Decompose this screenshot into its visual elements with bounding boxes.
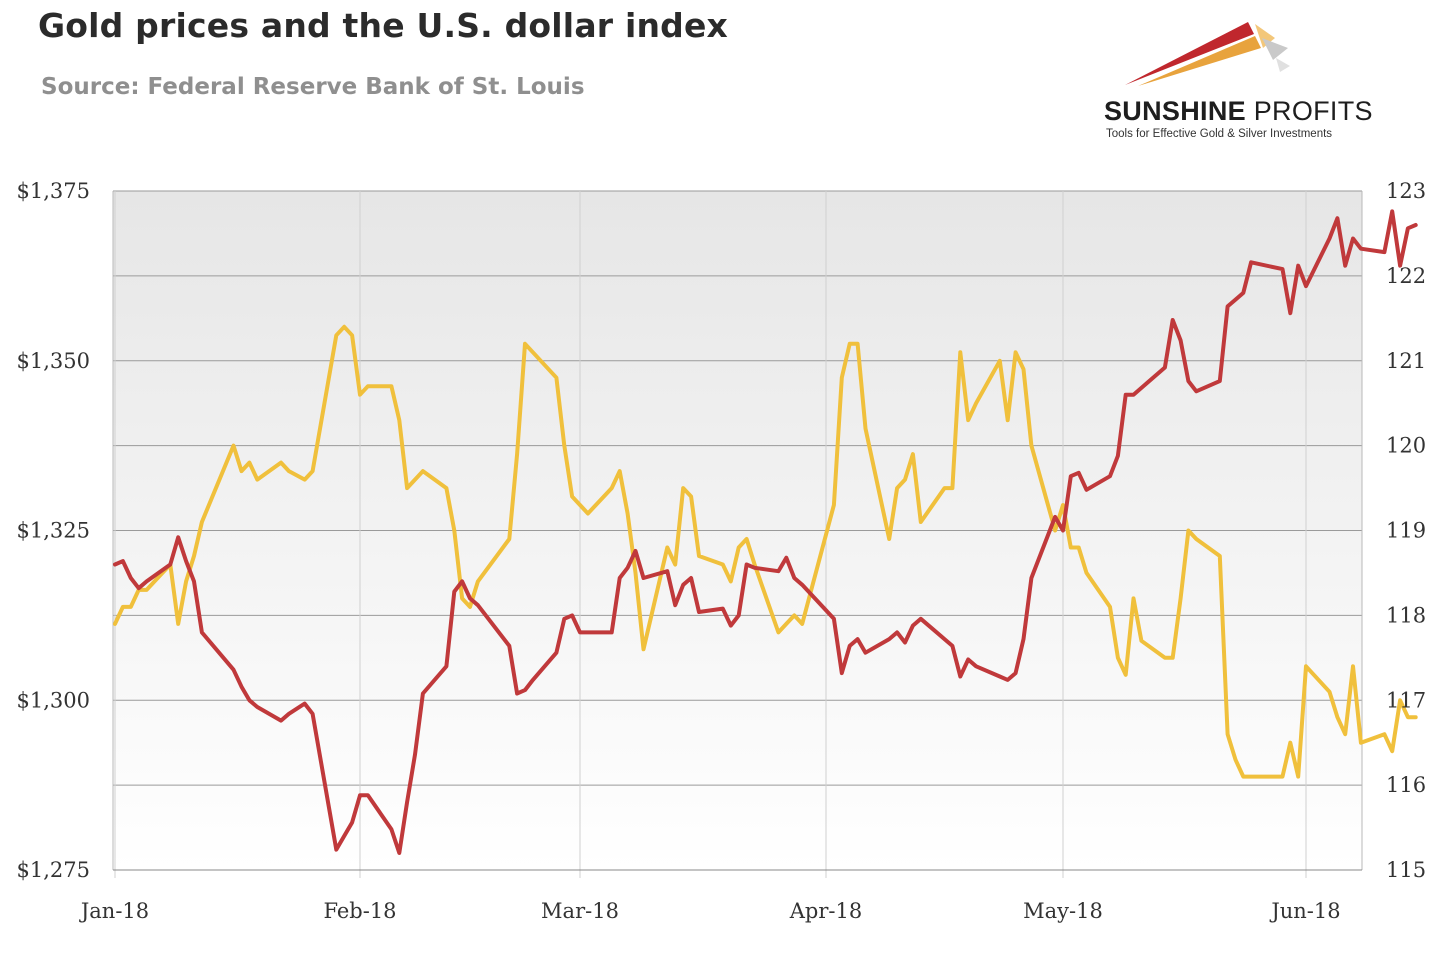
gold-price-line xyxy=(113,209,1418,855)
y-right-tick-label: 121 xyxy=(1386,349,1426,373)
y-right-tick-label: 123 xyxy=(1386,179,1426,203)
y-left-tick-label: $1,275 xyxy=(17,858,90,882)
x-tick-label: Jan-18 xyxy=(79,899,149,923)
y-right-tick-label: 118 xyxy=(1386,603,1426,627)
sunshine-profits-logo: SUNSHINE PROFITS Tools for Effective Gol… xyxy=(1090,14,1390,154)
y-left-tick-label: $1,375 xyxy=(17,179,90,203)
y-right-tick-label: 120 xyxy=(1386,434,1426,458)
logo-rays-icon xyxy=(1125,22,1290,86)
chart-subtitle: Source: Federal Reserve Bank of St. Loui… xyxy=(41,74,585,100)
y-right-tick-label: 117 xyxy=(1386,688,1426,712)
dollar-index-line xyxy=(113,324,1418,779)
x-tick-label: Jun-18 xyxy=(1269,899,1340,923)
logo-tagline: Tools for Effective Gold & Silver Invest… xyxy=(1106,128,1333,140)
y-left-tick-label: $1,300 xyxy=(17,688,90,712)
y-left-tick-label: $1,325 xyxy=(17,519,90,543)
logo-name: SUNSHINE PROFITS xyxy=(1104,96,1373,126)
x-tick-label: May-18 xyxy=(1023,899,1103,923)
chart-title: Gold prices and the U.S. dollar index xyxy=(38,6,729,45)
x-tick-label: Feb-18 xyxy=(323,899,396,923)
y-right-tick-label: 122 xyxy=(1386,264,1426,288)
y-right-tick-label: 116 xyxy=(1386,773,1426,797)
y-right-tick-label: 119 xyxy=(1386,519,1426,543)
x-tick-label: Mar-18 xyxy=(541,899,619,923)
y-left-tick-label: $1,350 xyxy=(17,349,90,373)
y-right-tick-label: 115 xyxy=(1386,858,1426,882)
x-tick-label: Apr-18 xyxy=(789,899,862,923)
